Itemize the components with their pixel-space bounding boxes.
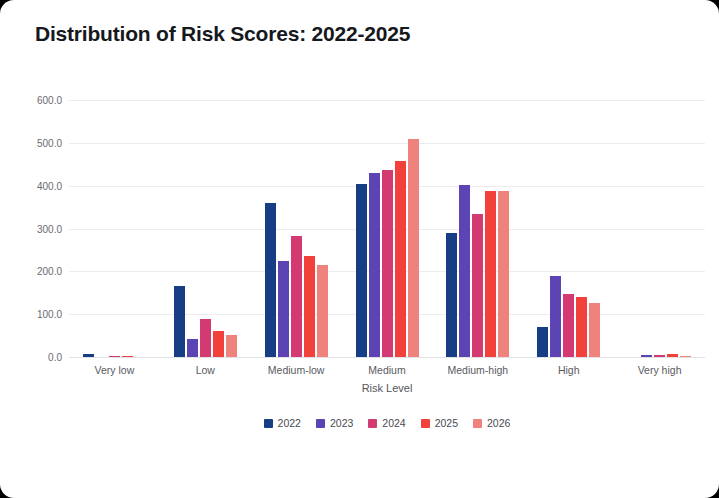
- chart-bar-2022-high[interactable]: [537, 327, 548, 357]
- x-axis-labels: Very lowLowMedium-lowMediumMedium-highHi…: [69, 364, 705, 376]
- chart-bar-2022-medium[interactable]: [356, 184, 367, 357]
- page-title: Distribution of Risk Scores: 2022-2025: [35, 22, 410, 46]
- legend-label: 2026: [487, 417, 510, 429]
- chart-bar-2024-medium[interactable]: [382, 170, 393, 357]
- bar-group-medium: [342, 100, 433, 357]
- chart-bar-2023-medium-low[interactable]: [278, 261, 289, 357]
- bar-groups: [69, 100, 705, 357]
- bar-group-very-high: [614, 100, 705, 357]
- chart-bar-2024-medium-low[interactable]: [291, 236, 302, 357]
- legend-label: 2023: [330, 417, 353, 429]
- x-axis-title: Risk Level: [69, 382, 705, 394]
- legend-label: 2022: [278, 417, 301, 429]
- chart-bar-2025-medium-low[interactable]: [304, 256, 315, 358]
- chart-bar-2026-medium[interactable]: [408, 139, 419, 357]
- x-tick-label: Medium-low: [251, 364, 342, 376]
- x-tick-label: Very low: [69, 364, 160, 376]
- chart-bar-2023-medium-high[interactable]: [459, 185, 470, 357]
- legend-label: 2025: [435, 417, 458, 429]
- y-tick-label: 500.0: [10, 137, 62, 148]
- legend-swatch-icon: [421, 419, 430, 428]
- chart-bar-2023-very-high[interactable]: [641, 355, 652, 357]
- legend-swatch-icon: [368, 419, 377, 428]
- legend-item-2023[interactable]: 2023: [316, 417, 353, 429]
- legend-swatch-icon: [473, 419, 482, 428]
- x-tick-label: Medium: [342, 364, 433, 376]
- chart-bar-2023-medium[interactable]: [369, 173, 380, 357]
- chart-bar-2025-very-high[interactable]: [667, 354, 678, 357]
- chart-bar-2025-medium[interactable]: [395, 161, 406, 357]
- legend-swatch-icon: [264, 419, 273, 428]
- x-tick-label: Low: [160, 364, 251, 376]
- legend-item-2025[interactable]: 2025: [421, 417, 458, 429]
- bar-group-medium-high: [432, 100, 523, 357]
- y-tick-label: 100.0: [10, 309, 62, 320]
- chart-bar-2024-low[interactable]: [200, 319, 211, 357]
- chart-bar-2026-very-high[interactable]: [680, 356, 691, 357]
- y-tick-label: 300.0: [10, 223, 62, 234]
- chart-bar-2025-medium-high[interactable]: [485, 191, 496, 357]
- plot-area: [69, 100, 705, 357]
- legend: 2022 2023 2024 2025 2026: [69, 417, 705, 429]
- chart-card: Distribution of Risk Scores: 2022-2025 N…: [0, 0, 719, 498]
- chart-bar-2025-very-low[interactable]: [122, 356, 133, 357]
- chart-bar-2024-very-low[interactable]: [109, 356, 120, 357]
- chart-bar-2022-very-low[interactable]: [83, 354, 94, 357]
- bar-group-high: [523, 100, 614, 357]
- chart-bar-2026-medium-low[interactable]: [317, 265, 328, 357]
- legend-label: 2024: [382, 417, 405, 429]
- chart-bar-2022-low[interactable]: [174, 286, 185, 357]
- legend-swatch-icon: [316, 419, 325, 428]
- legend-item-2026[interactable]: 2026: [473, 417, 510, 429]
- y-tick-label: 200.0: [10, 266, 62, 277]
- chart-bar-2022-medium-low[interactable]: [265, 203, 276, 357]
- y-tick-label: 0.0: [10, 352, 62, 363]
- chart-bar-2026-high[interactable]: [589, 303, 600, 357]
- bar-group-low: [160, 100, 251, 357]
- chart-bar-2023-low[interactable]: [187, 339, 198, 357]
- legend-item-2022[interactable]: 2022: [264, 417, 301, 429]
- y-tick-label: 400.0: [10, 180, 62, 191]
- x-tick-label: Very high: [614, 364, 705, 376]
- y-tick-label: 600.0: [10, 95, 62, 106]
- chart-bar-2024-medium-high[interactable]: [472, 214, 483, 357]
- chart-bar-2024-high[interactable]: [563, 294, 574, 357]
- chart-bar-2024-very-high[interactable]: [654, 355, 665, 357]
- chart-bar-2025-high[interactable]: [576, 297, 587, 357]
- chart-bar-2025-low[interactable]: [213, 331, 224, 357]
- bar-group-medium-low: [251, 100, 342, 357]
- chart-bar-2023-high[interactable]: [550, 276, 561, 357]
- legend-item-2024[interactable]: 2024: [368, 417, 405, 429]
- x-tick-label: High: [523, 364, 614, 376]
- bar-group-very-low: [69, 100, 160, 357]
- x-tick-label: Medium-high: [432, 364, 523, 376]
- chart-bar-2026-low[interactable]: [226, 335, 237, 357]
- gridline: [69, 357, 705, 358]
- chart-bar-2022-medium-high[interactable]: [446, 233, 457, 357]
- chart-bar-2026-medium-high[interactable]: [498, 191, 509, 357]
